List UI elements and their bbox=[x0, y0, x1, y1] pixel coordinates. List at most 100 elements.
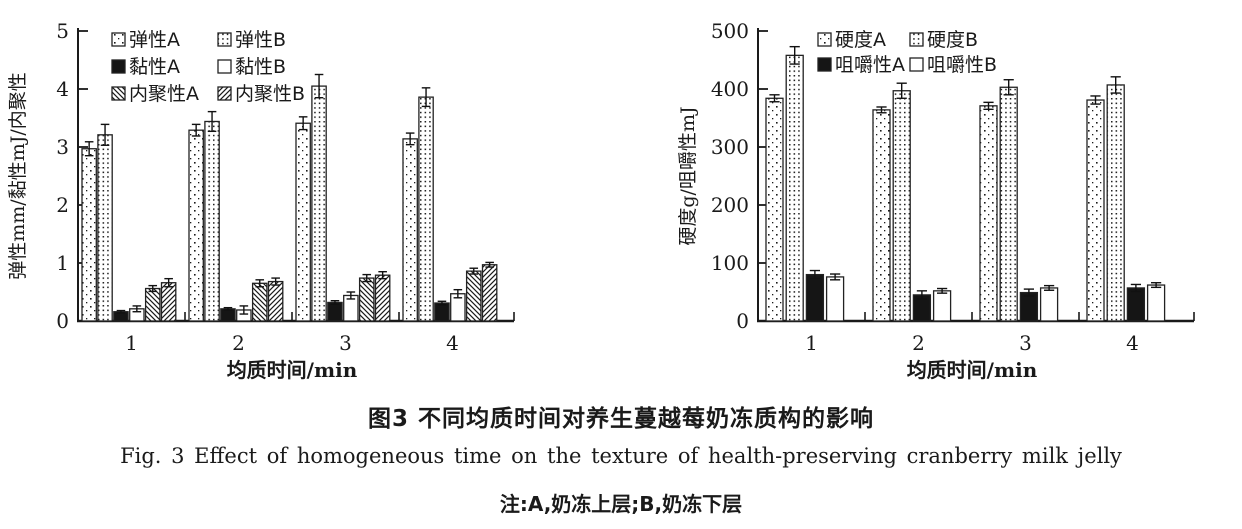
legend-item: 弹性B bbox=[217, 29, 286, 51]
legend-item: 黏性B bbox=[217, 56, 286, 78]
error-bar bbox=[1023, 288, 1034, 297]
elasticity-viscosity-cohesiveness-chart: 0 1 2 3 4 5 弹性mm/黏性mJ/内聚性 1 2 3 4 均质时间/min 弹性A 弹性B 黏性A… bbox=[7, 19, 515, 382]
error-bar bbox=[132, 305, 142, 313]
y-tick-label: 3 bbox=[56, 135, 69, 159]
bar bbox=[327, 301, 343, 322]
error-bar bbox=[148, 284, 158, 293]
legend-swatch-white bbox=[909, 57, 924, 72]
legend-swatch-white bbox=[217, 59, 232, 74]
bar bbox=[765, 97, 784, 322]
bar bbox=[418, 96, 434, 322]
x-axis-label: 均质时间/min bbox=[907, 358, 1038, 382]
y-tick-label: 300 bbox=[711, 135, 749, 159]
error-bar bbox=[421, 87, 431, 108]
error-bar bbox=[983, 101, 994, 111]
bar bbox=[1039, 287, 1059, 322]
y-tick-label: 100 bbox=[711, 251, 749, 275]
error-bar bbox=[116, 309, 126, 314]
legend-label: 内聚性B bbox=[235, 83, 305, 105]
error-bar bbox=[830, 273, 841, 281]
error-bar bbox=[769, 94, 780, 103]
error-bar bbox=[239, 305, 249, 315]
x-axis: 1 2 3 4 均质时间/min bbox=[757, 312, 1195, 382]
legend-label: 弹性A bbox=[129, 29, 180, 51]
error-bar bbox=[84, 141, 94, 157]
bar bbox=[251, 282, 268, 322]
hardness-chewiness-chart: 0 100 200 300 400 500 硬度g/咀嚼性mJ 1 2 3 4 均质时间/min 硬度A… bbox=[677, 19, 1195, 382]
bar bbox=[465, 270, 482, 322]
bar bbox=[1086, 99, 1105, 322]
error-bar bbox=[191, 123, 201, 137]
bar bbox=[825, 276, 845, 322]
error-bar bbox=[937, 287, 948, 294]
error-bar bbox=[469, 267, 479, 275]
bar bbox=[892, 90, 911, 322]
legend-swatch-dots-dense bbox=[217, 32, 232, 47]
error-bar bbox=[100, 123, 110, 146]
legend-item: 弹性A bbox=[111, 29, 180, 51]
error-bar bbox=[362, 273, 372, 283]
caption-chinese: 图3 不同均质时间对养生蔓越莓奶冻质构的影响 bbox=[367, 406, 874, 432]
bar bbox=[979, 105, 998, 322]
y-tick-label: 1 bbox=[56, 251, 69, 275]
bar bbox=[311, 85, 327, 322]
error-bar bbox=[437, 300, 447, 306]
bar bbox=[999, 86, 1018, 322]
bar bbox=[267, 280, 284, 322]
bar bbox=[481, 264, 498, 322]
legend-swatch-hatch-back bbox=[111, 86, 126, 101]
bar bbox=[204, 120, 220, 322]
y-tick-label: 500 bbox=[711, 19, 749, 43]
legend-item: 咀嚼性A bbox=[817, 54, 905, 76]
error-bar bbox=[485, 261, 494, 268]
legend-swatch-hatch-fwd bbox=[217, 86, 232, 101]
bar bbox=[1019, 291, 1039, 322]
bar bbox=[402, 138, 418, 322]
legend-item: 内聚性A bbox=[111, 83, 199, 105]
x-tick-label: 1 bbox=[805, 331, 818, 355]
error-bar bbox=[346, 291, 356, 300]
y-tick-label: 0 bbox=[736, 309, 749, 333]
error-bar bbox=[1151, 282, 1162, 289]
legend-item: 内聚性B bbox=[217, 83, 305, 105]
error-bar bbox=[330, 300, 340, 305]
bar bbox=[144, 287, 161, 322]
legend-label: 黏性A bbox=[129, 56, 180, 78]
error-bar bbox=[453, 288, 463, 299]
y-tick-label: 2 bbox=[56, 193, 69, 217]
bar bbox=[374, 274, 391, 322]
bar bbox=[160, 282, 177, 322]
caption-note: 注:A,奶冻上层;B,奶冻下层 bbox=[499, 492, 743, 516]
legend-item: 硬度B bbox=[909, 29, 978, 51]
y-axis: 0 100 200 300 400 500 硬度g/咀嚼性mJ bbox=[677, 19, 768, 333]
error-bar bbox=[896, 82, 907, 99]
bar bbox=[97, 134, 113, 322]
y-axis-label: 硬度g/咀嚼性mJ bbox=[677, 106, 699, 245]
error-bar bbox=[405, 132, 415, 146]
error-bar bbox=[271, 277, 280, 286]
legend-swatch-solid-black bbox=[817, 57, 832, 72]
bar bbox=[1126, 287, 1146, 322]
bars bbox=[81, 73, 498, 322]
error-bar bbox=[314, 73, 324, 99]
y-tick-label: 400 bbox=[711, 77, 749, 101]
error-bar bbox=[1130, 283, 1141, 293]
legend-label: 黏性B bbox=[235, 56, 286, 78]
error-bar bbox=[876, 106, 887, 114]
bar bbox=[188, 129, 204, 322]
error-bar bbox=[255, 279, 265, 288]
legend-item: 咀嚼性B bbox=[909, 54, 997, 76]
error-bar bbox=[207, 110, 217, 133]
bar bbox=[295, 122, 311, 322]
bar bbox=[434, 302, 450, 322]
error-bar bbox=[809, 269, 820, 280]
y-tick-label: 5 bbox=[56, 19, 69, 43]
legend-item: 黏性A bbox=[111, 56, 180, 78]
error-bar bbox=[916, 290, 927, 300]
error-bar bbox=[298, 116, 308, 131]
y-axis-label: 弹性mm/黏性mJ/内聚性 bbox=[7, 72, 29, 279]
bar bbox=[805, 273, 825, 322]
bar bbox=[81, 148, 97, 322]
legend-label: 硬度A bbox=[835, 29, 886, 51]
legend-swatch-dots-sparse bbox=[111, 32, 126, 47]
